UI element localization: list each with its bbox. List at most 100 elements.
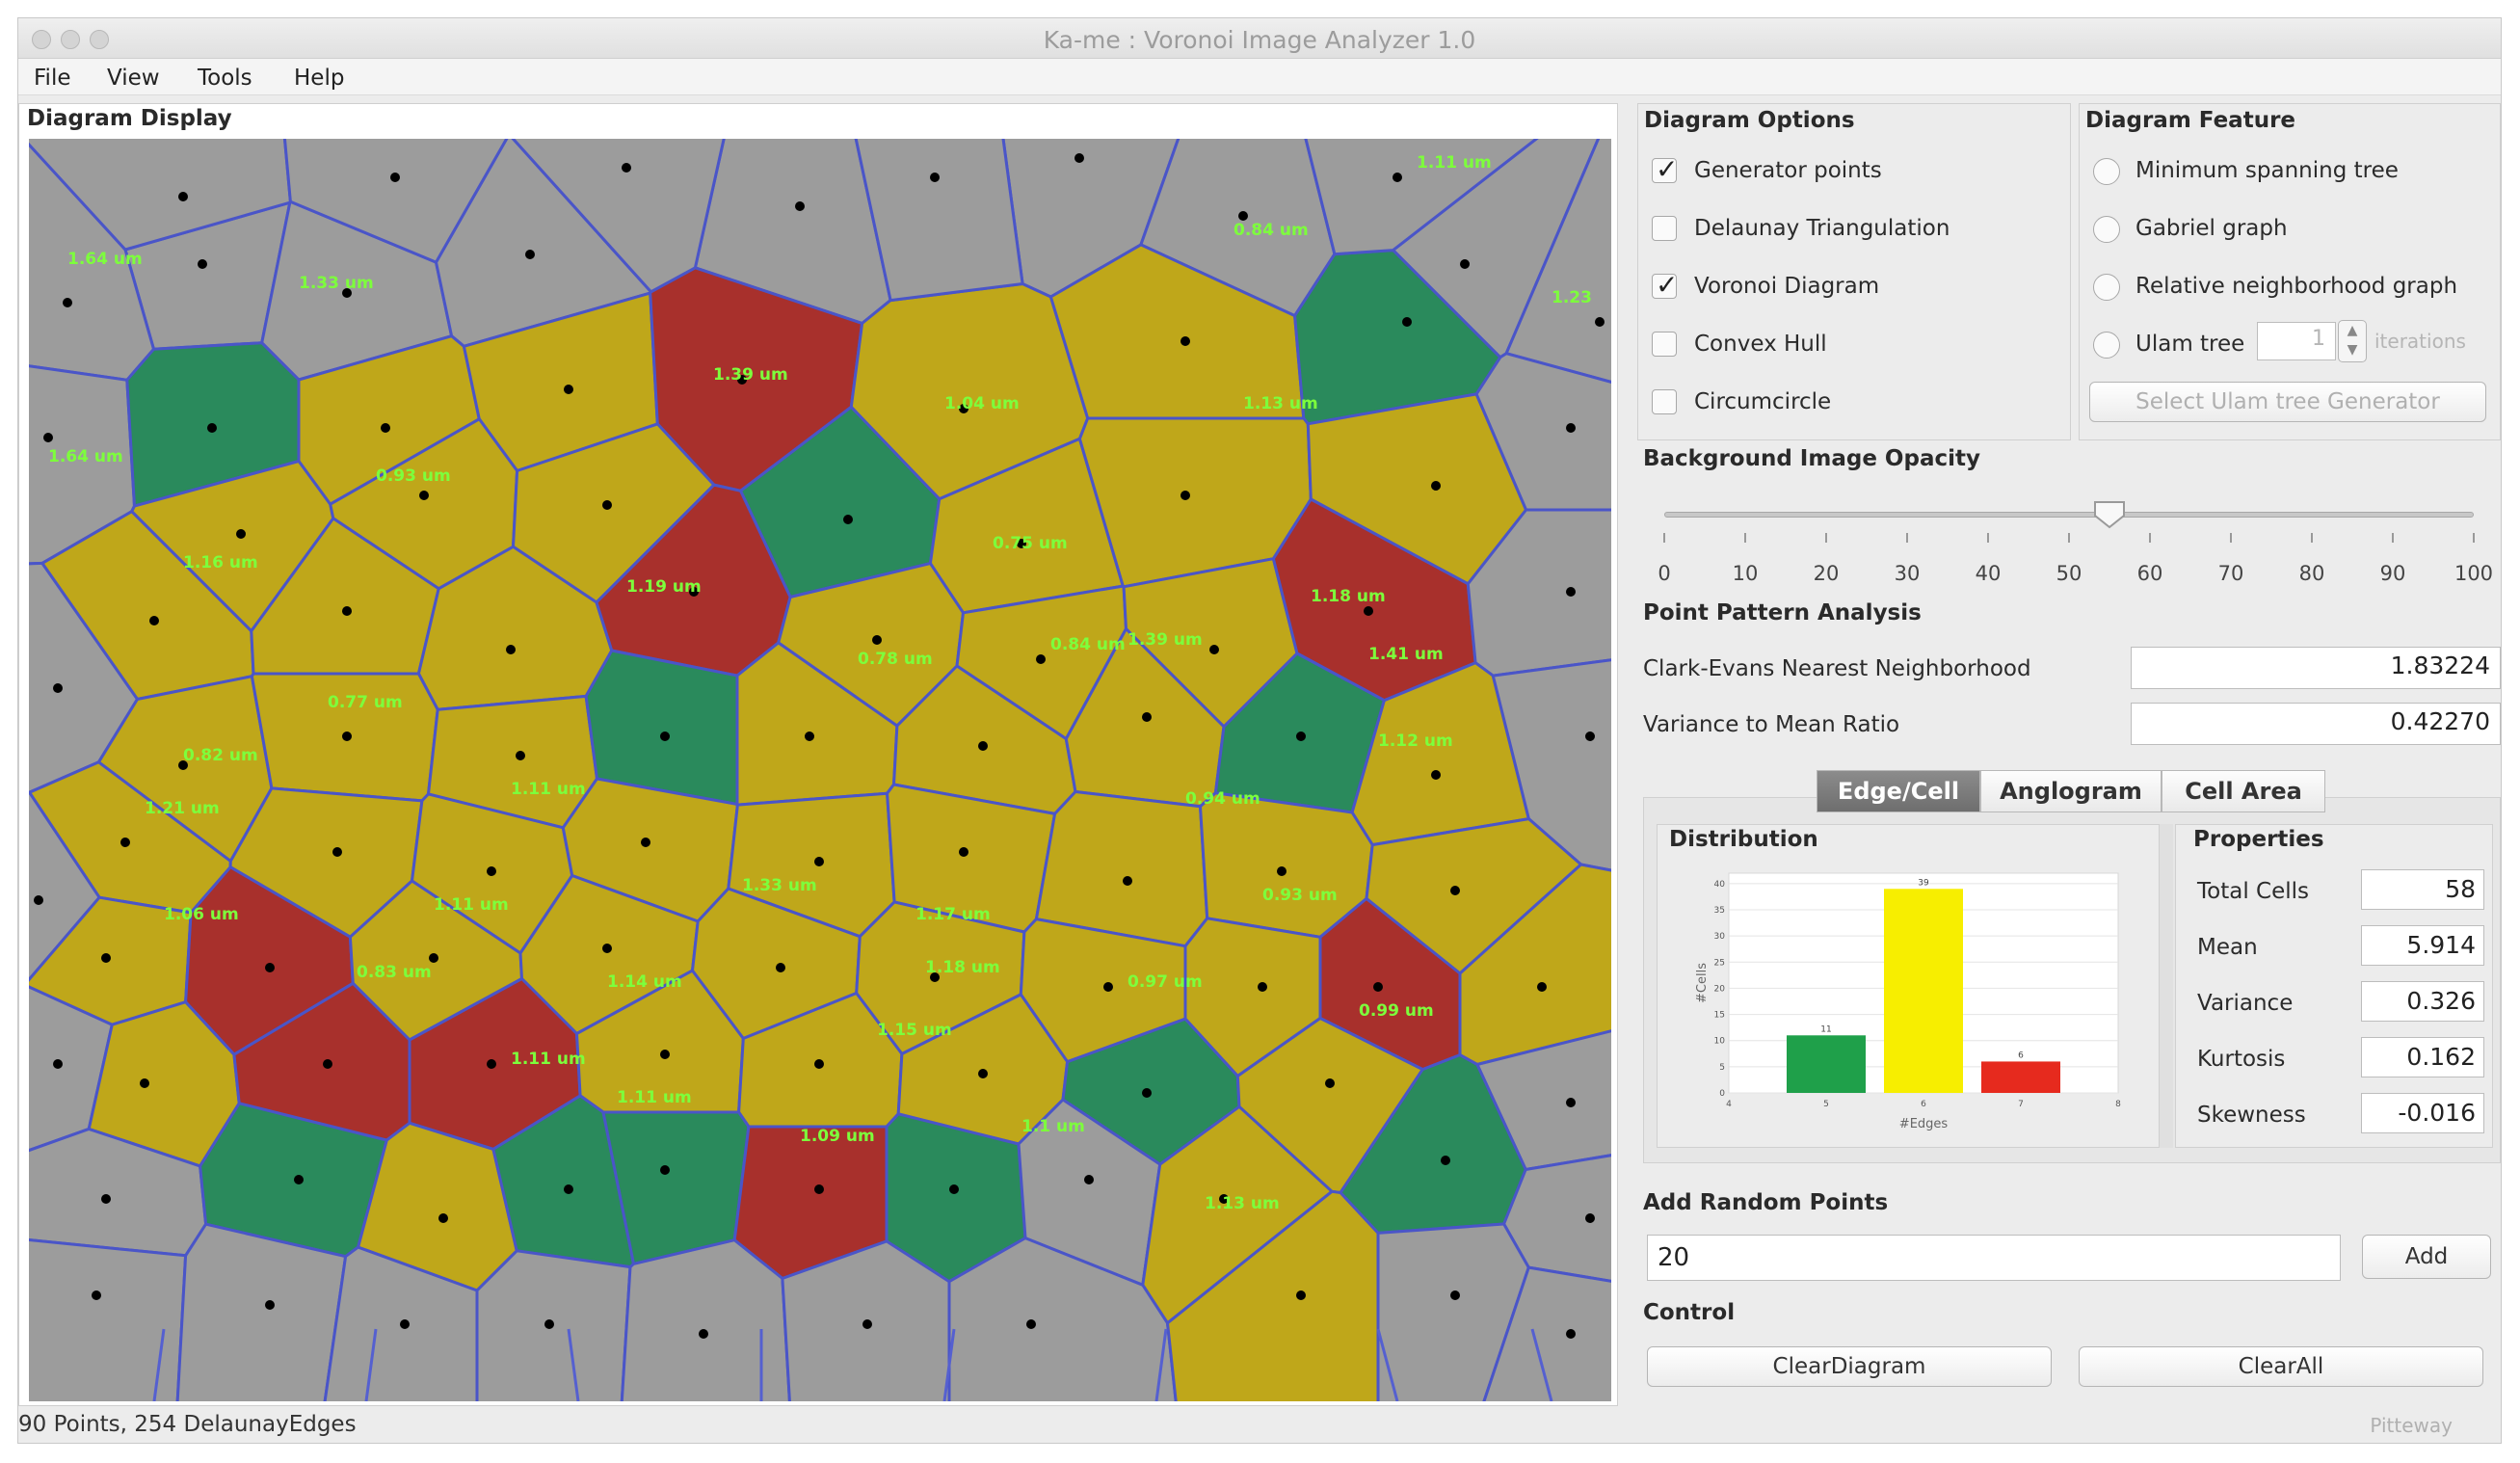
voronoi-cell[interactable] — [501, 139, 766, 294]
generator-point[interactable] — [622, 163, 631, 173]
generator-point[interactable] — [1595, 317, 1605, 327]
generator-point[interactable] — [814, 1184, 824, 1194]
voronoi-cell[interactable] — [1444, 1265, 1611, 1401]
generator-point[interactable] — [101, 1194, 111, 1204]
generator-point[interactable] — [660, 732, 670, 741]
generator-point[interactable] — [178, 760, 188, 770]
generator-point[interactable] — [487, 1059, 496, 1069]
generator-point[interactable] — [737, 375, 747, 385]
voronoi-cell[interactable] — [29, 775, 101, 1007]
generator-point[interactable] — [1450, 886, 1460, 895]
generator-point[interactable] — [1296, 1290, 1306, 1300]
total-cells-value[interactable]: 58 — [2361, 869, 2484, 910]
generator-point[interactable] — [1296, 732, 1306, 741]
generator-point[interactable] — [1402, 317, 1412, 327]
generator-point[interactable] — [178, 192, 188, 201]
generator-point[interactable] — [1103, 982, 1113, 992]
voronoi-cell[interactable] — [814, 139, 1024, 303]
voronoi-diagram-canvas[interactable]: 1.64 um 1.33 um 1.11 um 0.84 um 1.23 1.39 um 1… — [29, 139, 1611, 1401]
generator-point[interactable] — [1017, 539, 1026, 548]
generator-point[interactable] — [1219, 1194, 1229, 1204]
rng-radio[interactable] — [2093, 274, 2120, 301]
generator-point[interactable] — [332, 847, 342, 857]
generator-point[interactable] — [419, 491, 429, 500]
generator-point[interactable] — [978, 741, 988, 751]
generator-point[interactable] — [236, 529, 246, 539]
generator-point[interactable] — [63, 298, 72, 307]
generator-point[interactable] — [149, 616, 159, 625]
generator-point[interactable] — [1441, 1156, 1450, 1165]
generator-point[interactable] — [1566, 1098, 1576, 1107]
voronoi-checkbox[interactable]: ✓ — [1652, 269, 1678, 301]
generator-point[interactable] — [342, 288, 352, 298]
generator-point[interactable] — [1238, 211, 1248, 221]
generator-point[interactable] — [930, 173, 940, 182]
generator-point[interactable] — [400, 1319, 410, 1329]
generator-point[interactable] — [602, 500, 612, 510]
generator-point[interactable] — [814, 857, 824, 866]
opacity-slider-track[interactable] — [1664, 512, 2474, 518]
add-button[interactable]: Add — [2362, 1235, 2491, 1279]
generator-point[interactable] — [795, 201, 805, 211]
generator-point[interactable] — [1431, 770, 1441, 780]
generator-point[interactable] — [814, 1059, 824, 1069]
generator-point[interactable] — [1142, 1088, 1152, 1098]
generator-point[interactable] — [1074, 153, 1084, 163]
generator-point[interactable] — [689, 587, 699, 597]
generator-point[interactable] — [92, 1290, 101, 1300]
voronoi-cell[interactable] — [171, 1222, 348, 1401]
menu-tools[interactable]: Tools — [198, 66, 252, 91]
generator-point[interactable] — [429, 953, 438, 963]
generator-point[interactable] — [101, 953, 111, 963]
generator-point[interactable] — [487, 866, 496, 876]
menu-help[interactable]: Help — [294, 66, 345, 91]
vmr-value[interactable]: 0.42270 — [2131, 703, 2501, 745]
generator-point[interactable] — [930, 972, 940, 982]
generator-point[interactable] — [805, 732, 814, 741]
generator-point[interactable] — [1585, 732, 1595, 741]
ulam-iterations-field[interactable]: 1 — [2257, 322, 2336, 360]
voronoi-cell[interactable] — [267, 139, 509, 264]
generator-point[interactable] — [43, 433, 53, 442]
clear-all-button[interactable]: ClearAll — [2079, 1346, 2483, 1387]
generator-point[interactable] — [390, 173, 400, 182]
generator-point[interactable] — [1393, 173, 1402, 182]
generator-point[interactable] — [564, 385, 573, 394]
generator-point[interactable] — [544, 1319, 554, 1329]
generator-point[interactable] — [207, 423, 217, 433]
generator-point[interactable] — [1566, 1329, 1576, 1339]
generator-point[interactable] — [660, 1050, 670, 1059]
generator-point[interactable] — [34, 895, 43, 905]
generator-point[interactable] — [1123, 876, 1132, 886]
kurtosis-value[interactable]: 0.162 — [2361, 1037, 2484, 1077]
skewness-value[interactable]: -0.016 — [2361, 1093, 2484, 1133]
voronoi-cell[interactable] — [1474, 352, 1611, 512]
generator-point[interactable] — [342, 606, 352, 616]
generator-point[interactable] — [1084, 1175, 1094, 1184]
random-points-input[interactable]: 20 — [1647, 1235, 2341, 1281]
ulam-iterations-stepper[interactable]: ▲ ▼ — [2338, 320, 2367, 362]
generator-point[interactable] — [776, 963, 785, 972]
minimize-window-button[interactable] — [61, 30, 80, 49]
zoom-window-button[interactable] — [90, 30, 109, 49]
ulam-radio[interactable] — [2093, 332, 2120, 359]
tab-anglogram[interactable]: Anglogram — [1980, 770, 2162, 812]
generator-point[interactable] — [1566, 587, 1576, 597]
generator-point[interactable] — [1537, 982, 1547, 992]
generator-point[interactable] — [1180, 336, 1190, 346]
generator-point[interactable] — [198, 259, 207, 269]
generator-point[interactable] — [1364, 606, 1373, 616]
convex-hull-checkbox[interactable] — [1652, 332, 1677, 357]
generator-point[interactable] — [1373, 982, 1383, 992]
generator-point[interactable] — [1277, 866, 1287, 876]
voronoi-cell[interactable] — [1258, 139, 1611, 256]
generator-point[interactable] — [140, 1078, 149, 1088]
close-window-button[interactable] — [32, 30, 51, 49]
generator-point[interactable] — [660, 1165, 670, 1175]
generator-point[interactable] — [294, 1175, 304, 1184]
generator-point[interactable] — [1036, 654, 1046, 664]
generator-point[interactable] — [1209, 645, 1219, 654]
circumcircle-checkbox[interactable] — [1652, 389, 1677, 414]
generator-point[interactable] — [506, 645, 516, 654]
generator-point[interactable] — [1585, 1213, 1595, 1223]
